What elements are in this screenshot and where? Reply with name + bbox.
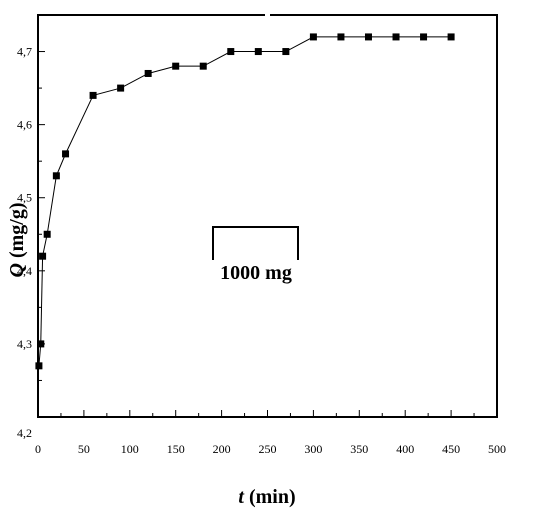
data-point bbox=[227, 48, 235, 56]
x-axis-title: t (min) bbox=[238, 486, 295, 508]
data-point bbox=[199, 62, 207, 70]
data-point bbox=[52, 172, 60, 180]
y-axis-ticks bbox=[38, 14, 45, 418]
data-point bbox=[447, 33, 455, 41]
x-tick-label: 400 bbox=[396, 442, 414, 456]
frame-gap bbox=[265, 12, 270, 18]
data-point bbox=[43, 230, 51, 238]
x-tick-label: 200 bbox=[213, 442, 231, 456]
x-tick-label: 150 bbox=[167, 442, 185, 456]
data-point bbox=[37, 340, 45, 348]
x-axis-ticks bbox=[37, 410, 498, 417]
data-point bbox=[392, 33, 400, 41]
data-point bbox=[172, 62, 180, 70]
data-point bbox=[117, 84, 125, 92]
legend-bracket bbox=[212, 226, 299, 260]
x-axis-variable: t bbox=[238, 486, 245, 508]
x-tick-label: 0 bbox=[35, 442, 41, 456]
data-point bbox=[62, 150, 70, 158]
data-point bbox=[309, 33, 317, 41]
data-point bbox=[282, 48, 290, 56]
x-tick-label: 100 bbox=[121, 442, 139, 456]
x-tick-label: 250 bbox=[259, 442, 277, 456]
x-axis-unit: (min) bbox=[249, 486, 296, 508]
legend: 1000 mg bbox=[212, 226, 299, 284]
y-axis-tick-labels: 4,2 4,3 4,4 4,5 4,6 4,7 bbox=[17, 45, 32, 440]
data-point bbox=[254, 48, 262, 56]
data-point bbox=[39, 252, 47, 260]
x-axis-tick-labels: 0 50 100 150 200 250 300 350 400 450 500 bbox=[35, 442, 506, 456]
x-tick-label: 450 bbox=[442, 442, 460, 456]
x-tick-label: 50 bbox=[78, 442, 90, 456]
y-tick-label: 4,3 bbox=[17, 337, 32, 351]
y-tick-label: 4,4 bbox=[17, 264, 32, 278]
y-axis-variable: Q bbox=[6, 263, 28, 277]
data-point bbox=[35, 362, 43, 370]
data-point bbox=[89, 91, 97, 99]
plot-frame bbox=[37, 14, 498, 418]
data-point bbox=[364, 33, 372, 41]
y-tick-label: 4,5 bbox=[17, 191, 32, 205]
y-tick-label: 4,2 bbox=[17, 426, 32, 440]
series-markers bbox=[35, 33, 455, 370]
data-point bbox=[337, 33, 345, 41]
series-line bbox=[38, 36, 452, 366]
y-tick-label: 4,7 bbox=[17, 45, 32, 59]
data-point bbox=[420, 33, 428, 41]
y-tick-label: 4,6 bbox=[17, 118, 32, 132]
x-tick-label: 300 bbox=[304, 442, 322, 456]
data-point bbox=[144, 69, 152, 77]
x-tick-label: 500 bbox=[488, 442, 506, 456]
x-tick-label: 350 bbox=[350, 442, 368, 456]
y-axis-title: Q (mg/g) bbox=[6, 203, 28, 278]
legend-label: 1000 mg bbox=[220, 262, 292, 284]
y-axis-unit: (mg/g) bbox=[6, 203, 28, 259]
